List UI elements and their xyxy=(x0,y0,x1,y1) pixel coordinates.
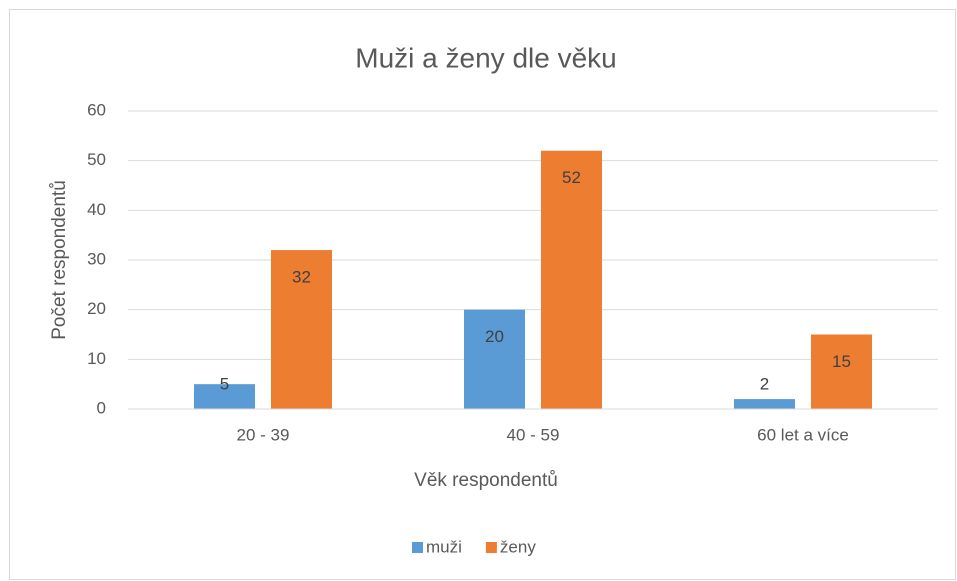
x-tick-label: 60 let a více xyxy=(757,425,849,444)
x-tick-label: 20 - 39 xyxy=(237,425,290,444)
bar xyxy=(194,384,255,409)
bar xyxy=(811,334,872,409)
data-label: 20 xyxy=(485,327,504,346)
bar xyxy=(464,309,525,409)
data-label: 15 xyxy=(832,352,851,371)
bar xyxy=(541,150,602,409)
data-label: 5 xyxy=(220,374,229,393)
data-label: 52 xyxy=(562,168,581,187)
legend-label: ženy xyxy=(500,537,536,556)
y-tick-label: 40 xyxy=(87,200,106,219)
legend-label: muži xyxy=(426,537,462,556)
y-tick-label: 20 xyxy=(87,299,106,318)
y-tick-label: 30 xyxy=(87,249,106,268)
legend-swatch xyxy=(412,542,423,553)
chart-title: Muži a ženy dle věku xyxy=(355,42,616,73)
data-label: 2 xyxy=(760,374,769,393)
y-tick-label: 50 xyxy=(87,150,106,169)
bar xyxy=(734,399,795,409)
y-tick-label: 60 xyxy=(87,100,106,119)
bar xyxy=(271,250,332,409)
legend-swatch xyxy=(485,542,497,553)
chart-frame xyxy=(9,9,956,580)
x-axis-title: Věk respondentů xyxy=(414,470,558,491)
x-tick-label: 40 - 59 xyxy=(507,425,560,444)
y-axis-title: Počet respondentů xyxy=(49,180,70,340)
y-tick-label: 0 xyxy=(97,398,106,417)
y-tick-label: 10 xyxy=(87,349,106,368)
data-label: 32 xyxy=(292,268,311,287)
